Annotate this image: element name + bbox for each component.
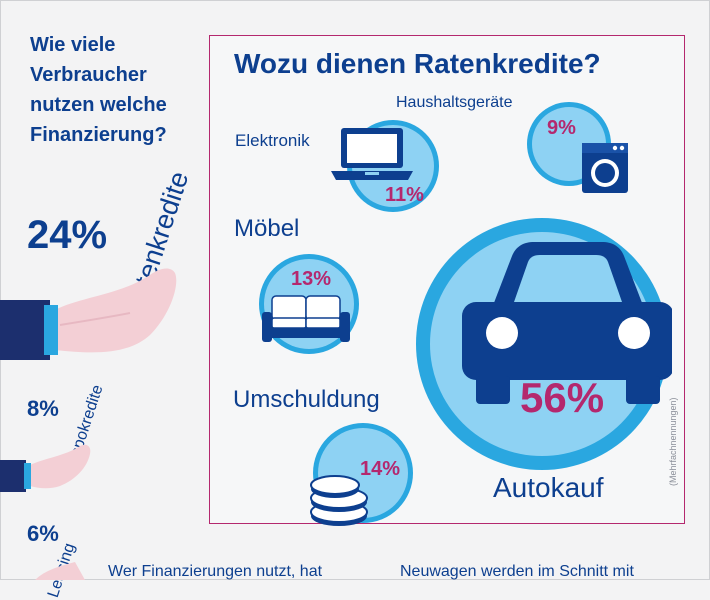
coins-icon: [310, 475, 368, 526]
footer-text-right: Neuwagen werden im Schnitt mit: [400, 563, 634, 580]
category-label-moebel: Möbel: [234, 215, 300, 242]
percent-moebel: 13%: [291, 268, 332, 290]
percent-autokauf: 56%: [520, 374, 605, 421]
percent-haushaltsgeraete: 9%: [547, 117, 576, 139]
category-label-autokauf: Autokauf: [493, 472, 604, 503]
category-label-haushaltsgeraete: Haushaltsgeräte: [396, 94, 513, 111]
ratenkredite-percent: 24%: [27, 213, 108, 257]
multiple-answers-note: (Mehrfachnennungen): [668, 397, 678, 486]
category-label-elektronik: Elektronik: [235, 131, 310, 150]
hand-small-icon: [0, 444, 91, 492]
main-title: Wozu dienen Ratenkredite?: [234, 48, 601, 79]
hand-tiny-icon: [35, 562, 85, 580]
sofa-icon: [262, 295, 350, 342]
leasing-percent: 6%: [27, 521, 59, 546]
question-heading: Wie viele Verbraucher nutzen welche Fina…: [30, 34, 167, 146]
dispokredite-percent: 8%: [27, 396, 59, 421]
footer-text-left: Wer Finanzierungen nutzt, hat: [108, 563, 323, 580]
hand-large-icon: [0, 268, 177, 360]
laptop-icon: [331, 128, 413, 180]
percent-umschuldung: 14%: [360, 458, 401, 480]
washing-machine-icon: [582, 143, 628, 193]
percent-elektronik: 11%: [385, 184, 424, 206]
category-label-umschuldung: Umschuldung: [233, 386, 380, 413]
car-icon: [462, 242, 672, 404]
